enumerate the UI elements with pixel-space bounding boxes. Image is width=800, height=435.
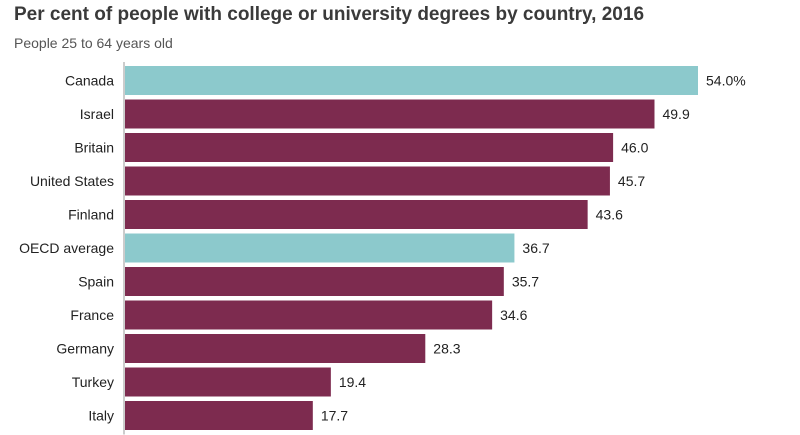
category-label: Spain (78, 274, 114, 290)
category-label: Turkey (72, 374, 114, 390)
chart-subtitle: People 25 to 64 years old (14, 35, 173, 51)
value-label: 46.0 (621, 140, 648, 156)
category-label: Canada (65, 73, 114, 89)
bar-united-states (125, 166, 610, 196)
value-label: 19.4 (339, 374, 366, 390)
value-label: 34.6 (500, 307, 527, 323)
value-label: 28.3 (433, 341, 460, 357)
value-label: 17.7 (321, 408, 348, 424)
category-label: Germany (56, 341, 114, 357)
value-label: 43.6 (596, 207, 623, 223)
category-label: United States (30, 173, 114, 189)
category-label: OECD average (19, 240, 114, 256)
category-label: Britain (74, 140, 114, 156)
value-label: 35.7 (512, 274, 539, 290)
value-label: 54.0% (706, 73, 746, 89)
category-label: Italy (88, 408, 114, 424)
category-label: Finland (68, 207, 114, 223)
category-label: Israel (80, 106, 114, 122)
bar-israel (125, 99, 655, 129)
bar-turkey (125, 367, 331, 397)
bar-britain (125, 133, 614, 162)
value-label: 36.7 (522, 240, 549, 256)
value-label: 49.9 (662, 106, 689, 122)
bar-italy (125, 401, 313, 430)
bar-canada (125, 66, 698, 95)
bar-oecd-average (125, 233, 515, 263)
bar-france (125, 300, 493, 330)
value-label: 45.7 (618, 173, 645, 189)
bar-finland (125, 200, 588, 229)
chart-title: Per cent of people with college or unive… (14, 4, 645, 25)
category-label: France (70, 307, 114, 323)
bar-germany (125, 334, 426, 363)
bar-spain (125, 267, 504, 296)
